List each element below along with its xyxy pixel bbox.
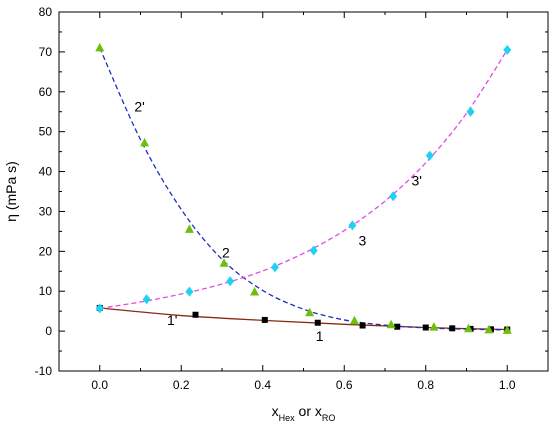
x-axis-title: xHex or xRO xyxy=(272,403,336,423)
data-point-series-2 xyxy=(349,315,359,325)
x-axis-title-subscript: Hex xyxy=(279,413,296,423)
curve-label-3p: 3' xyxy=(411,173,421,189)
data-point-series-1 xyxy=(314,319,321,326)
data-point-series-3 xyxy=(348,220,357,231)
y-tick-label: -10 xyxy=(35,364,53,378)
y-axis-title: η (mPa s) xyxy=(3,161,19,222)
data-point-series-2 xyxy=(219,258,229,267)
x-tick-label: 1.0 xyxy=(499,378,516,392)
x-tick-label: 0.4 xyxy=(254,378,271,392)
x-tick-label: 0.6 xyxy=(336,378,353,392)
data-point-series-2 xyxy=(305,307,315,317)
fit-curves xyxy=(99,47,508,331)
y-tick-label: 20 xyxy=(39,244,53,258)
y-tick-label: 80 xyxy=(39,5,53,19)
data-point-series-1 xyxy=(261,316,268,323)
curve-label-2: 2 xyxy=(222,244,230,260)
curve-label-1p: 1' xyxy=(167,312,177,328)
data-point-series-3 xyxy=(309,245,318,256)
tick-labels: 0.0 0.2 0.4 0.6 0.8 1.0 -10 0 10 20 30 40 50 60 70 80 xyxy=(35,5,516,392)
data-point-series-2 xyxy=(464,323,474,333)
data-point-series-2 xyxy=(184,224,194,233)
data-point-series-1 xyxy=(449,325,456,332)
x-tick-label: 0.0 xyxy=(91,378,108,392)
x-tick-label: 0.8 xyxy=(417,378,434,392)
data-point-series-3 xyxy=(226,276,235,287)
data-point-series-2 xyxy=(140,137,150,147)
data-point-series-1 xyxy=(359,322,366,329)
x-axis-title-part: x xyxy=(272,403,279,419)
y-tick-label: 70 xyxy=(39,45,53,59)
data-point-series-1 xyxy=(192,311,199,318)
x-axis-title-subscript: RO xyxy=(322,413,336,423)
plot-frame xyxy=(58,11,549,372)
data-point-series-2 xyxy=(95,42,105,52)
data-point-series-2 xyxy=(502,325,512,334)
data-point-series-2 xyxy=(250,287,260,296)
data-point-series-3 xyxy=(425,150,434,161)
x-tick-label: 0.2 xyxy=(173,378,190,392)
data-point-series-3 xyxy=(466,106,475,117)
data-point-series-3 xyxy=(503,44,512,55)
data-point-series-1 xyxy=(394,323,401,330)
fit-curve-2p xyxy=(99,47,508,331)
curve-label-3: 3 xyxy=(359,232,367,248)
curve-label-1: 1 xyxy=(316,328,324,344)
y-tick-label: 10 xyxy=(39,284,53,298)
data-point-series-2 xyxy=(429,322,439,331)
y-tick-label: 40 xyxy=(39,165,53,179)
fit-curve-1p xyxy=(99,307,508,331)
data-point-series-3 xyxy=(185,286,194,297)
data-point-series-3 xyxy=(142,294,151,305)
data-point-series-3 xyxy=(389,191,398,202)
fit-curve-3p xyxy=(99,49,508,310)
axis-ticks xyxy=(58,11,549,372)
y-tick-label: 60 xyxy=(39,85,53,99)
curve-label-2p: 2' xyxy=(134,99,144,115)
data-point-series-3 xyxy=(95,303,104,314)
data-point-series-1 xyxy=(422,324,429,331)
y-tick-label: 50 xyxy=(39,125,53,139)
data-markers xyxy=(95,42,512,334)
data-point-series-2 xyxy=(484,324,494,334)
data-point-series-3 xyxy=(270,262,279,273)
curve-labels: 1 1' 2 2' 3 3' xyxy=(134,99,422,344)
x-axis-title-part: or x xyxy=(295,403,322,419)
y-tick-label: 30 xyxy=(39,204,53,218)
data-point-series-2 xyxy=(386,319,396,329)
y-tick-label: 0 xyxy=(45,324,52,338)
